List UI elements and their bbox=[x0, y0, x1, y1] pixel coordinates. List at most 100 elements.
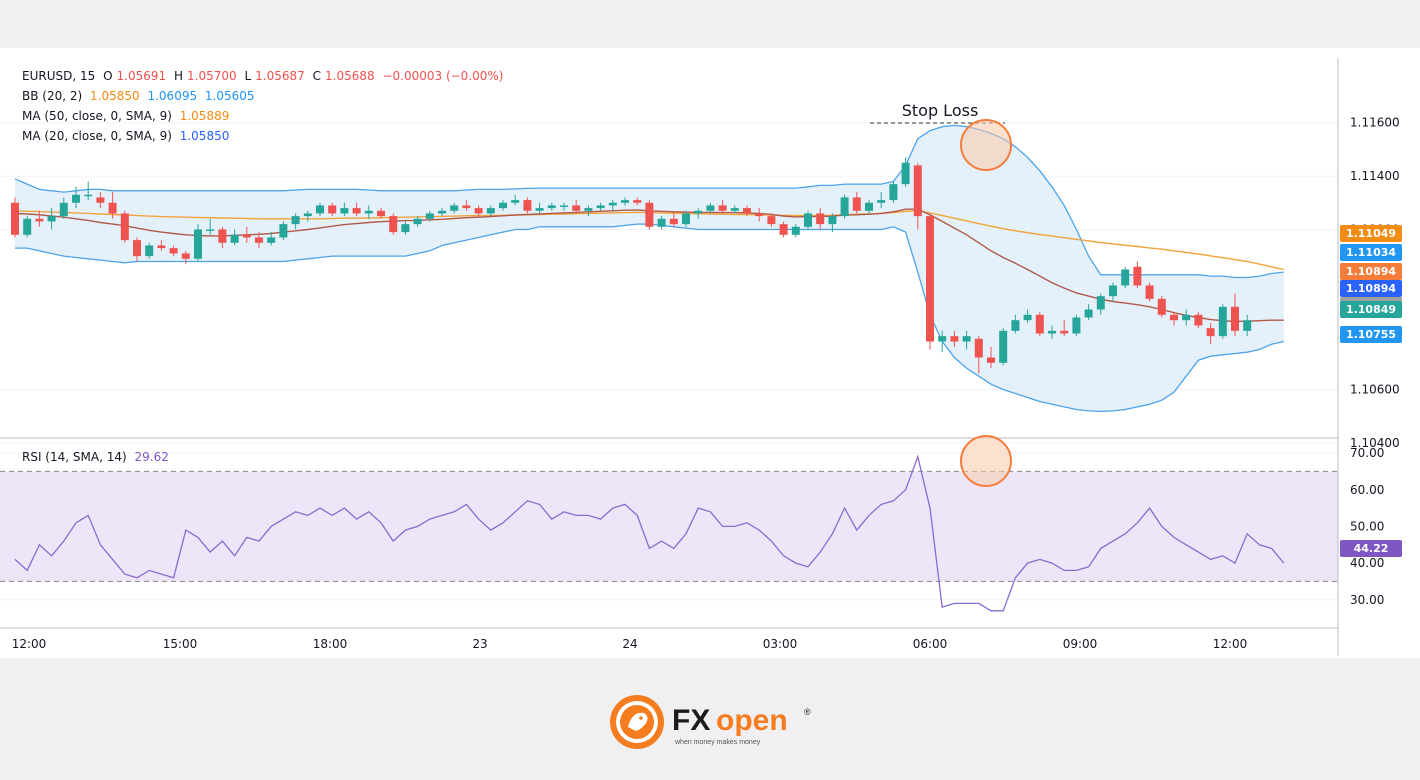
candle-body bbox=[108, 202, 117, 214]
candle-body bbox=[169, 248, 178, 254]
candle-body bbox=[1218, 306, 1227, 337]
candle bbox=[364, 205, 373, 219]
price-tick-label: 1.11400 bbox=[1350, 169, 1400, 183]
candle bbox=[120, 210, 129, 243]
candle bbox=[1145, 282, 1154, 302]
candle bbox=[730, 205, 739, 214]
candle bbox=[59, 197, 68, 219]
rsi-label: RSI (14, SMA, 14) bbox=[22, 450, 127, 464]
candle-body bbox=[303, 213, 312, 217]
candle bbox=[438, 208, 446, 217]
rsi-tick-label: 70.00 bbox=[1350, 446, 1384, 460]
rsi-badge-value: 44.22 bbox=[1354, 542, 1389, 555]
candle-body bbox=[1109, 285, 1117, 297]
candle-body bbox=[145, 245, 154, 257]
candle bbox=[1170, 312, 1178, 326]
candle-body bbox=[889, 184, 898, 201]
price-badge-value: 1.10755 bbox=[1346, 328, 1396, 341]
candle bbox=[621, 197, 629, 206]
candle bbox=[108, 192, 117, 219]
candle bbox=[889, 181, 898, 203]
candle bbox=[852, 192, 861, 214]
candle bbox=[389, 213, 398, 235]
candle-body bbox=[1035, 314, 1044, 334]
candle-body bbox=[950, 336, 959, 342]
candle-body bbox=[682, 213, 690, 225]
candle bbox=[779, 221, 788, 238]
candle bbox=[1231, 293, 1239, 337]
chart-canvas[interactable]: Stop Loss1.116001.114001.112001.106001.1… bbox=[0, 48, 1420, 658]
candle bbox=[1121, 266, 1130, 289]
candle-body bbox=[1231, 306, 1239, 331]
candle bbox=[169, 245, 178, 257]
candle-body bbox=[791, 226, 800, 235]
candle bbox=[828, 213, 837, 233]
candle-body bbox=[11, 202, 19, 235]
rsi-badge-box bbox=[1340, 540, 1402, 557]
candles bbox=[11, 157, 1252, 374]
candle-body bbox=[779, 224, 788, 235]
candle bbox=[938, 330, 947, 353]
candle-body bbox=[279, 224, 288, 238]
candle-body bbox=[1194, 314, 1203, 326]
ohlc-change: −0.00003 (−0.00%) bbox=[382, 69, 504, 83]
candle-body bbox=[1182, 314, 1191, 321]
candle bbox=[291, 213, 300, 230]
candle-body bbox=[1011, 320, 1020, 331]
fxopen-logo[interactable]: FX open ® when money makes money bbox=[608, 693, 818, 751]
price-badge: 1.10755 bbox=[1340, 326, 1402, 343]
candle bbox=[23, 216, 32, 238]
rsi-badge: 44.22 bbox=[1340, 540, 1402, 557]
candle bbox=[926, 213, 934, 350]
candle-body bbox=[47, 216, 56, 222]
price-badge-value: 1.11034 bbox=[1346, 246, 1396, 259]
candle-body bbox=[816, 213, 825, 225]
candle bbox=[72, 186, 80, 209]
candle bbox=[1023, 309, 1032, 323]
candle-body bbox=[1170, 314, 1178, 321]
candle bbox=[340, 202, 349, 217]
time-tick-label: 23 bbox=[472, 637, 487, 651]
candle-body bbox=[755, 213, 764, 217]
brand-fx: FX bbox=[672, 704, 710, 737]
candle bbox=[535, 202, 544, 214]
candle bbox=[303, 210, 312, 222]
candle-body bbox=[389, 216, 398, 233]
price-badge: 1.10849 bbox=[1340, 301, 1402, 318]
candle-body bbox=[913, 165, 922, 217]
candle-body bbox=[1048, 330, 1056, 334]
candle-body bbox=[828, 216, 837, 225]
candle bbox=[35, 210, 44, 227]
ohlc-open: O 1.05691 bbox=[103, 69, 167, 83]
candle bbox=[242, 226, 251, 243]
candle bbox=[950, 330, 959, 347]
candle bbox=[352, 202, 361, 217]
candle-body bbox=[1096, 296, 1105, 310]
bb-lower-value: 1.05605 bbox=[204, 89, 255, 103]
candle-body bbox=[23, 218, 32, 235]
candle-body bbox=[413, 218, 422, 225]
candle bbox=[267, 232, 276, 246]
candle-body bbox=[999, 330, 1008, 363]
candle-body bbox=[218, 229, 227, 243]
candle-body bbox=[743, 208, 751, 214]
time-tick-label: 12:00 bbox=[1213, 637, 1248, 651]
rsi-tick-label: 40.00 bbox=[1350, 556, 1384, 570]
candle-body bbox=[59, 202, 68, 217]
candle bbox=[145, 242, 154, 259]
candle-body bbox=[926, 216, 934, 342]
candle bbox=[206, 218, 215, 235]
candle bbox=[499, 200, 507, 211]
ohlc-low: L 1.05687 bbox=[244, 69, 305, 83]
candle-body bbox=[462, 205, 471, 209]
candle bbox=[657, 216, 666, 230]
candle-body bbox=[1243, 320, 1252, 331]
candle-body bbox=[621, 200, 629, 203]
price-badge: 1.10894 bbox=[1340, 263, 1402, 280]
candle-body bbox=[572, 205, 581, 211]
candle-body bbox=[194, 229, 202, 259]
price-badge: 1.11049 bbox=[1340, 225, 1402, 242]
candle-body bbox=[523, 200, 532, 211]
candle-body bbox=[316, 205, 324, 214]
candle bbox=[669, 213, 678, 227]
